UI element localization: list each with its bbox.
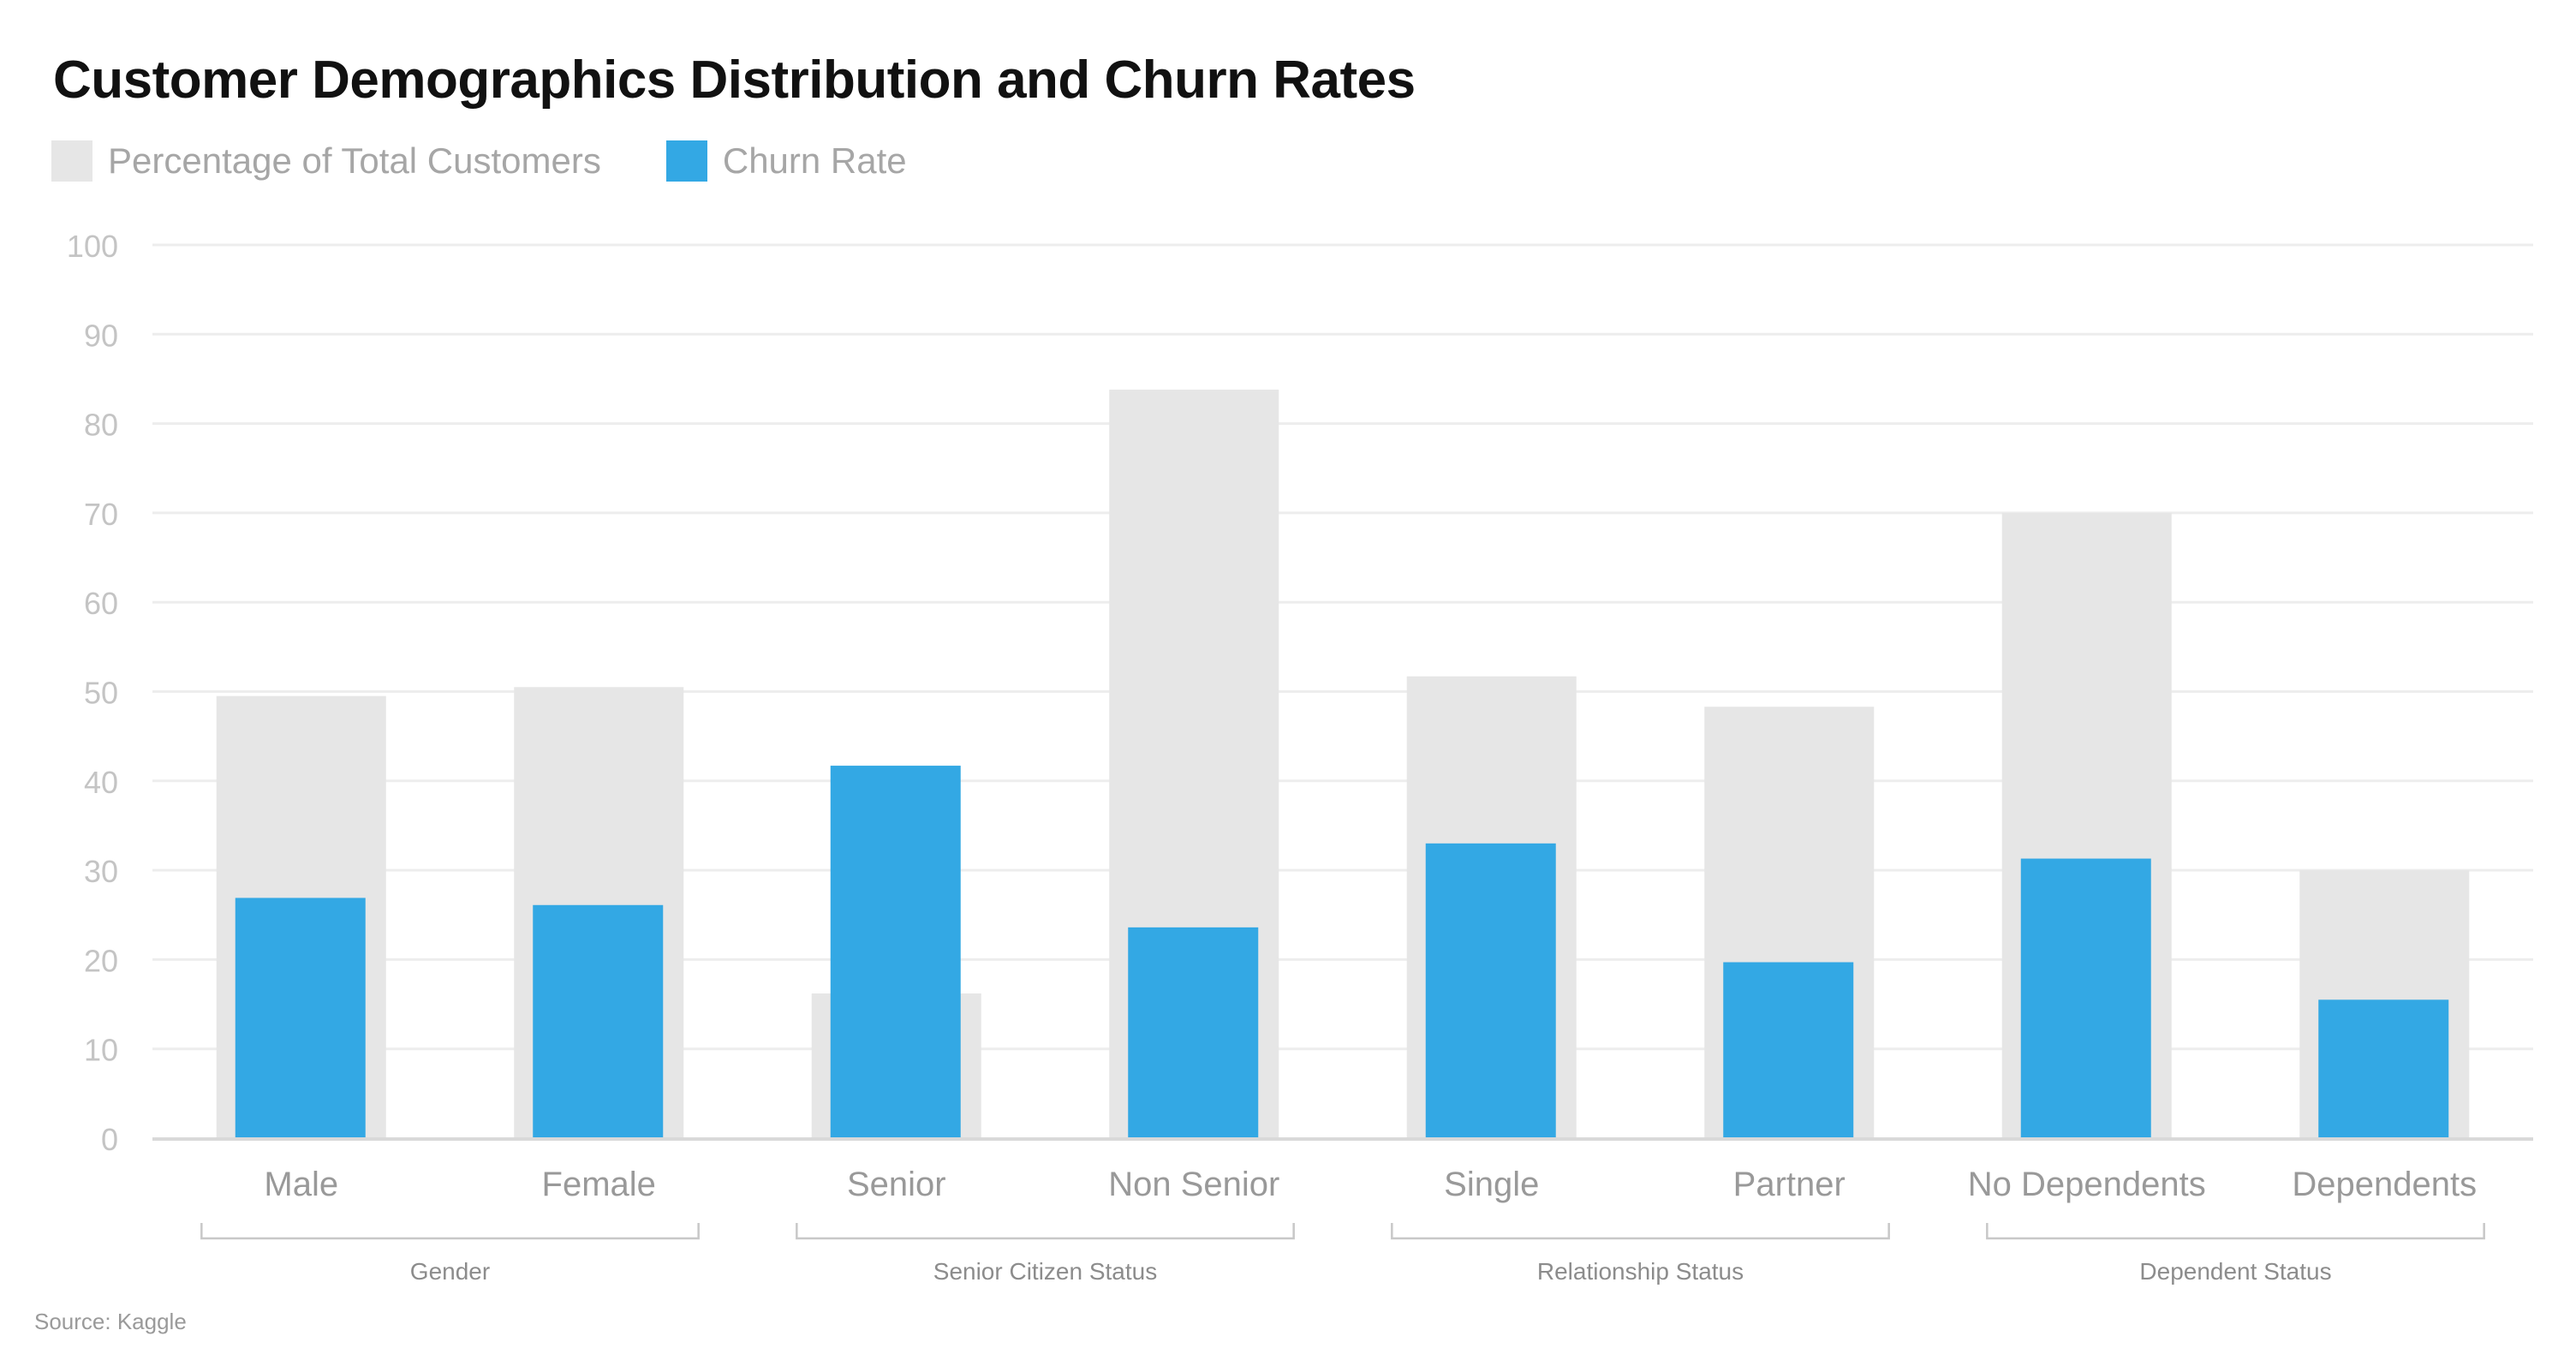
bar-churn-rate [830,766,961,1138]
group-label: Senior Citizen Status [933,1258,1157,1285]
bar-churn-rate [533,904,664,1138]
x-tick-label: Female [542,1166,656,1203]
y-axis: 0 10 20 30 40 50 60 70 80 90 100 [67,229,118,1157]
group-bracket [200,1223,700,1240]
group-label: Gender [410,1258,490,1285]
category-groups: Gender Senior Citizen Status Relationship … [200,1223,2485,1285]
y-tick-label: 0 [101,1122,118,1157]
y-tick-label: 100 [67,229,118,264]
legend-swatch-total [51,140,92,182]
y-tick-label: 10 [84,1033,118,1068]
y-tick-label: 20 [84,943,118,978]
y-tick-label: 30 [84,854,118,889]
x-tick-label: Single [1444,1166,1539,1203]
y-tick-label: 80 [84,408,118,443]
group-label: Relationship Status [1537,1258,1744,1285]
legend-label-churn: Churn Rate [722,140,907,181]
y-tick-label: 90 [84,318,118,353]
bar-churn-rate [235,898,366,1138]
x-tick-label: Dependents [2292,1166,2477,1203]
bar-churn-rate [1723,962,1854,1138]
bar-churn-rate [2020,858,2151,1138]
y-tick-label: 70 [84,497,118,532]
legend-swatch-churn [665,140,707,182]
source-note: Source: Kaggle [34,1309,187,1334]
bar-churn-rate [1425,843,1556,1138]
group-bracket [796,1223,1295,1240]
x-tick-label: Partner [1733,1166,1846,1203]
group-label: Dependent Status [2139,1258,2331,1285]
x-axis: Male Female Senior Non Senior Single Partner N… [152,1137,2533,1203]
gridlines [152,243,2533,1051]
y-tick-label: 50 [84,676,118,711]
x-tick-label: Non Senior [1108,1166,1279,1203]
bars [216,389,2470,1138]
x-tick-label: Male [264,1166,338,1203]
bar-churn-rate [2318,999,2449,1138]
legend-item-churn: Churn Rate [665,140,907,182]
chart-title: Customer Demographics Distribution and C… [53,51,1416,110]
y-tick-label: 40 [84,765,118,800]
legend-label-total: Percentage of Total Customers [108,140,601,181]
group-bracket [1391,1223,1890,1240]
legend: Percentage of Total Customers Churn Rate [51,140,972,182]
group-bracket [1986,1223,2485,1240]
bar-churn-rate [1128,927,1259,1138]
y-tick-label: 60 [84,586,118,621]
x-tick-label: Senior [847,1166,946,1203]
x-tick-label: No Dependents [1968,1166,2206,1203]
legend-item-total: Percentage of Total Customers [51,140,601,182]
